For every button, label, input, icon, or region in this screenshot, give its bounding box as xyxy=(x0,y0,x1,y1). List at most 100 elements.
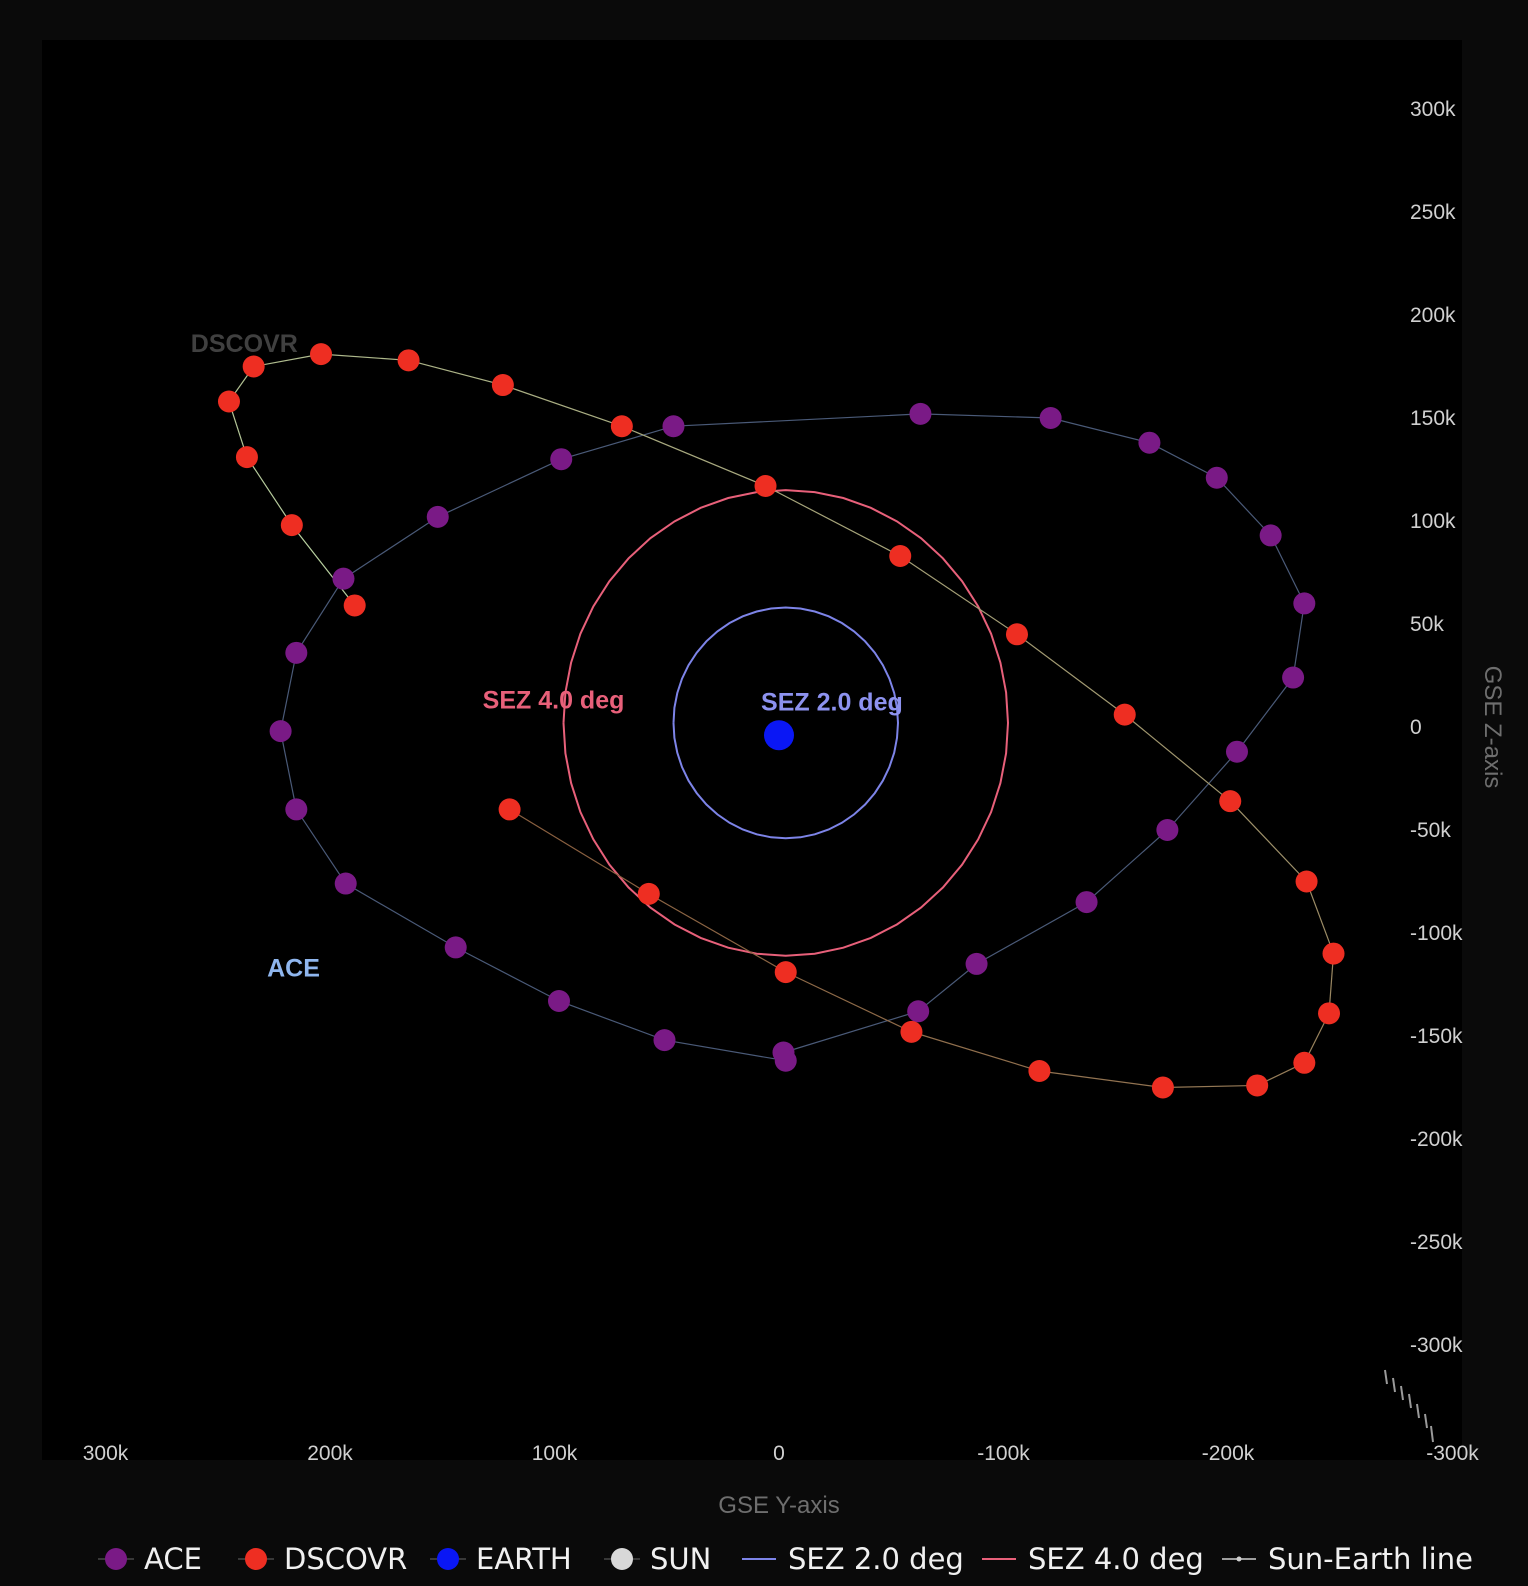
dscovr-trajectory-segment xyxy=(502,384,623,427)
ace-point xyxy=(1259,524,1282,547)
ace-point xyxy=(547,989,570,1012)
legend-swatch-marker xyxy=(437,1548,459,1570)
dscovr-point xyxy=(343,594,366,617)
y-axis-title: GSE Z-axis xyxy=(1479,666,1506,789)
legend-label: ACE xyxy=(144,1542,202,1576)
ace-point xyxy=(653,1029,676,1052)
ace-point xyxy=(1282,666,1305,689)
annotation-sez-2-0-deg: SEZ 2.0 deg xyxy=(761,689,903,717)
dscovr-trajectory-segment xyxy=(1124,714,1231,802)
legend-item-earth: EARTH xyxy=(430,1542,572,1576)
dscovr-point xyxy=(491,374,514,397)
ace-point xyxy=(285,641,308,664)
traces xyxy=(217,343,1345,1099)
dscovr-point xyxy=(1295,870,1318,893)
dscovr-trajectory-segment xyxy=(911,1031,1040,1072)
annotation-sez-4-0-deg: SEZ 4.0 deg xyxy=(483,686,625,714)
x-tick-label: 200k xyxy=(307,1442,353,1465)
sez-4-circle xyxy=(562,489,1010,957)
earth-point xyxy=(764,720,794,751)
dscovr-point xyxy=(242,355,265,378)
dscovr-point xyxy=(1322,942,1345,965)
x-tick-label: -300k xyxy=(1426,1442,1479,1465)
ace-point xyxy=(1156,819,1179,841)
ace-point xyxy=(1205,466,1228,489)
y-tick-label: 250k xyxy=(1410,201,1456,224)
dscovr-trajectory-segment xyxy=(320,353,409,361)
dscovr-point xyxy=(1219,790,1242,813)
ace-point xyxy=(909,402,932,425)
dscovr-point xyxy=(397,349,420,372)
y-tick-label: -200k xyxy=(1410,1128,1463,1151)
legend: ACE DSCOVR EARTH SUN SEZ 2.0 deg SEZ 4.0 deg S… xyxy=(98,1542,1473,1576)
dscovr-trajectory-segment xyxy=(621,425,766,487)
dscovr-trajectory-segment xyxy=(1162,1084,1258,1089)
legend-item-sun: SUN xyxy=(604,1542,711,1576)
ace-point xyxy=(444,936,467,959)
legend-swatch-marker xyxy=(245,1548,267,1570)
y-tick-label: -300k xyxy=(1410,1334,1463,1357)
y-tick-label: 0 xyxy=(1410,716,1422,739)
y-tick-label: 150k xyxy=(1410,407,1456,430)
dscovr-point xyxy=(637,882,660,905)
y-tick-label: -50k xyxy=(1410,819,1451,842)
y-tick-label: 200k xyxy=(1410,304,1456,327)
y-tick-label: 50k xyxy=(1410,613,1444,636)
dscovr-trajectory-segment xyxy=(1039,1070,1163,1089)
y-tick-label: 100k xyxy=(1410,510,1456,533)
dscovr-point xyxy=(1246,1074,1269,1097)
ace-point xyxy=(1039,407,1062,429)
dscovr-point xyxy=(774,961,797,984)
dscovr-trajectory-segment xyxy=(648,893,787,973)
y-tick-label: 300k xyxy=(1410,98,1456,121)
dscovr-point xyxy=(1113,703,1136,726)
ace-point xyxy=(269,720,292,743)
dscovr-point xyxy=(498,798,521,821)
x-axis-title: GSE Y-axis xyxy=(718,1492,839,1519)
annotation-dscovr: DSCOVR xyxy=(191,330,298,358)
legend-item-sez-4-0-deg: SEZ 4.0 deg xyxy=(982,1542,1204,1576)
dscovr-point xyxy=(754,474,777,497)
x-tick-label: 100k xyxy=(532,1442,578,1465)
dscovr-trajectory-segment xyxy=(899,555,1018,635)
dscovr-trajectory-segment xyxy=(246,456,293,526)
ace-point xyxy=(1293,592,1316,615)
dscovr-point xyxy=(310,343,333,366)
annotation-ace: ACE xyxy=(267,954,320,982)
y-tick-label: -100k xyxy=(1410,922,1463,945)
dscovr-point xyxy=(280,514,303,537)
dscovr-point xyxy=(1318,1002,1341,1025)
y-tick-label: -150k xyxy=(1410,1025,1463,1048)
dscovr-trajectory-segment xyxy=(253,353,322,368)
plotly-logo-icon[interactable] xyxy=(1384,1369,1434,1443)
dscovr-point xyxy=(235,446,258,469)
legend-swatch-marker xyxy=(1236,1556,1242,1562)
dscovr-point xyxy=(217,390,240,413)
plot-area xyxy=(42,40,1462,1460)
legend-item-sez-2-0-deg: SEZ 2.0 deg xyxy=(742,1542,964,1576)
legend-label: EARTH xyxy=(476,1542,572,1576)
legend-item-sun-earth-line: Sun-Earth line xyxy=(1222,1542,1473,1576)
legend-swatch-marker xyxy=(611,1548,633,1570)
dscovr-point xyxy=(610,415,633,438)
dscovr-trajectory-segment xyxy=(1306,881,1335,954)
dscovr-trajectory-segment xyxy=(1016,633,1126,716)
ace-point xyxy=(332,567,355,590)
dscovr-trajectory-segment xyxy=(785,971,912,1033)
ace-point xyxy=(662,415,685,438)
x-tick-label: -100k xyxy=(977,1442,1030,1465)
x-tick-label: 0 xyxy=(773,1442,785,1465)
ace-point xyxy=(426,505,449,528)
dscovr-point xyxy=(1028,1060,1051,1083)
ace-point xyxy=(1075,891,1098,914)
ace-point xyxy=(1138,431,1161,454)
legend-item-ace: ACE xyxy=(98,1542,202,1576)
legend-label: SEZ 4.0 deg xyxy=(1028,1542,1204,1576)
legend-label: SUN xyxy=(650,1542,711,1576)
dscovr-point xyxy=(889,545,912,568)
ace-point xyxy=(334,872,357,895)
ace-point xyxy=(965,952,988,975)
dscovr-point xyxy=(900,1020,923,1043)
legend-swatch-marker xyxy=(105,1548,127,1570)
